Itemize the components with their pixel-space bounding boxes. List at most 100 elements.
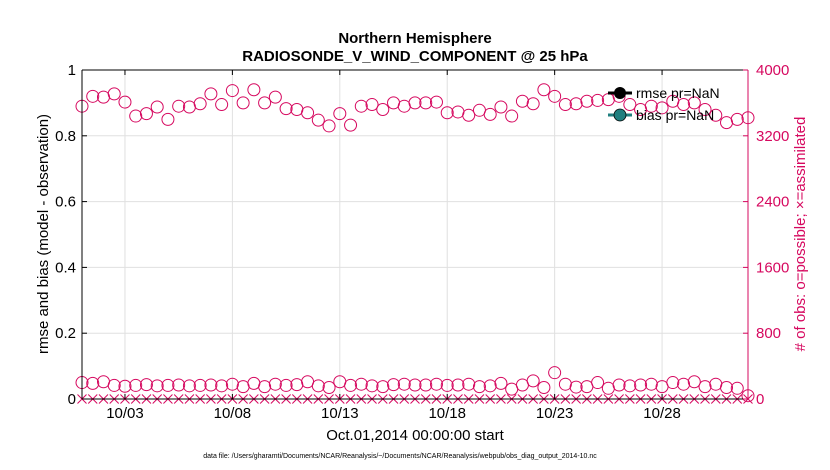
legend-bias-label: bias pr=NaN [636, 107, 714, 123]
legend-bias-marker [613, 108, 627, 122]
y-tick-label-left: 0.6 [55, 194, 76, 211]
obs-possible-point [311, 379, 325, 393]
obs-possible-point [311, 113, 325, 127]
obs-possible-point [451, 378, 465, 392]
obs-possible-point [548, 366, 562, 380]
obs-possible-point [494, 100, 508, 114]
legend-rmse-marker [614, 87, 626, 99]
y-axis-label-left: rmse and bias (model - observation) [35, 114, 52, 354]
obs-possible-point [129, 378, 143, 392]
obs-possible-point [462, 108, 476, 122]
obs-possible-point [666, 376, 680, 390]
obs-possible-point [548, 89, 562, 103]
obs-possible-point [215, 98, 229, 112]
obs-possible-point [86, 376, 100, 390]
obs-possible-point [569, 97, 583, 111]
obs-possible-point [215, 379, 229, 393]
obs-possible-point [634, 378, 648, 392]
obs-possible-point [354, 99, 368, 113]
x-tick-label: 10/08 [214, 405, 252, 422]
obs-possible-point [161, 112, 175, 126]
y-ticks-left: 0 0.2 0.4 0.6 0.8 1 [55, 62, 87, 408]
obs-possible-point [344, 118, 358, 132]
obs-possible-point [279, 378, 293, 392]
obs-possible-point [569, 380, 583, 394]
obs-possible-point [730, 381, 744, 395]
x-tick-label: 10/23 [536, 405, 574, 422]
obs-possible-point [322, 119, 336, 133]
obs-possible-point [204, 87, 218, 101]
y-tick-label-left: 0.8 [55, 128, 76, 145]
obs-possible-point [483, 107, 497, 121]
obs-possible-point [698, 380, 712, 394]
obs-possible-point [322, 380, 336, 394]
obs-possible-point [612, 378, 626, 392]
obs-possible-point [268, 90, 282, 104]
footer-note: data file: /Users/gharamti/Documents/NCA… [203, 453, 597, 460]
series-possible-lower [75, 366, 755, 403]
obs-possible-point [408, 96, 422, 110]
obs-possible-point [429, 95, 443, 109]
obs-possible-point [182, 379, 196, 393]
obs-possible-point [537, 83, 551, 97]
obs-possible-point [161, 378, 175, 392]
obs-possible-point [580, 94, 594, 108]
obs-possible-point [537, 380, 551, 394]
obs-possible-point [644, 99, 658, 113]
obs-possible-point [118, 95, 132, 109]
obs-possible-point [429, 377, 443, 391]
obs-possible-point [344, 378, 358, 392]
obs-possible-point [720, 380, 734, 394]
obs-possible-point [709, 108, 723, 122]
obs-possible-point [558, 98, 572, 112]
x-axis-label: Oct.01,2014 00:00:00 start [326, 427, 504, 444]
obs-possible-point [526, 374, 540, 388]
obs-possible-point [419, 96, 433, 110]
obs-possible-point [440, 106, 454, 120]
legend: rmse pr=NaN bias pr=NaN [608, 85, 720, 123]
y-tick-label-right: 4000 [756, 62, 789, 79]
obs-possible-point [172, 99, 186, 113]
obs-possible-point [591, 376, 605, 390]
obs-possible-point [515, 94, 529, 108]
obs-possible-point [687, 96, 701, 110]
obs-possible-point [591, 93, 605, 107]
obs-possible-point [677, 98, 691, 112]
x-ticks: 10/03 10/08 10/13 10/18 10/23 10/28 [106, 70, 681, 422]
obs-possible-point [204, 378, 218, 392]
obs-possible-point [139, 107, 153, 121]
obs-possible-point [365, 379, 379, 393]
obs-possible-point [365, 98, 379, 112]
obs-possible-point [225, 377, 239, 391]
obs-possible-point [150, 379, 164, 393]
obs-possible-point [150, 100, 164, 114]
obs-possible-point [526, 97, 540, 111]
obs-possible-point [247, 83, 261, 97]
obs-possible-point [225, 84, 239, 98]
obs-possible-point [354, 377, 368, 391]
obs-possible-point [505, 109, 519, 123]
y-ticks-right: 0 800 1600 2400 3200 4000 [743, 62, 789, 408]
obs-possible-point [494, 376, 508, 390]
obs-possible-point [623, 379, 637, 393]
obs-possible-point [333, 107, 347, 121]
obs-possible-point [86, 89, 100, 103]
obs-possible-point [172, 378, 186, 392]
obs-possible-point [483, 379, 497, 393]
obs-possible-point [376, 380, 390, 394]
obs-possible-point [698, 102, 712, 116]
y-tick-label-right: 0 [756, 391, 764, 408]
x-tick-label: 10/13 [321, 405, 359, 422]
y-tick-label-left: 0 [68, 391, 76, 408]
y-tick-label-right: 1600 [756, 259, 789, 276]
obs-possible-point [687, 375, 701, 389]
plot-area [82, 70, 748, 399]
y-tick-label-right: 800 [756, 325, 781, 342]
obs-possible-point [118, 379, 132, 393]
obs-possible-point [301, 106, 315, 120]
obs-possible-point [107, 378, 121, 392]
obs-possible-point [258, 96, 272, 110]
y-tick-label-right: 3200 [756, 128, 789, 145]
obs-possible-point [279, 102, 293, 116]
